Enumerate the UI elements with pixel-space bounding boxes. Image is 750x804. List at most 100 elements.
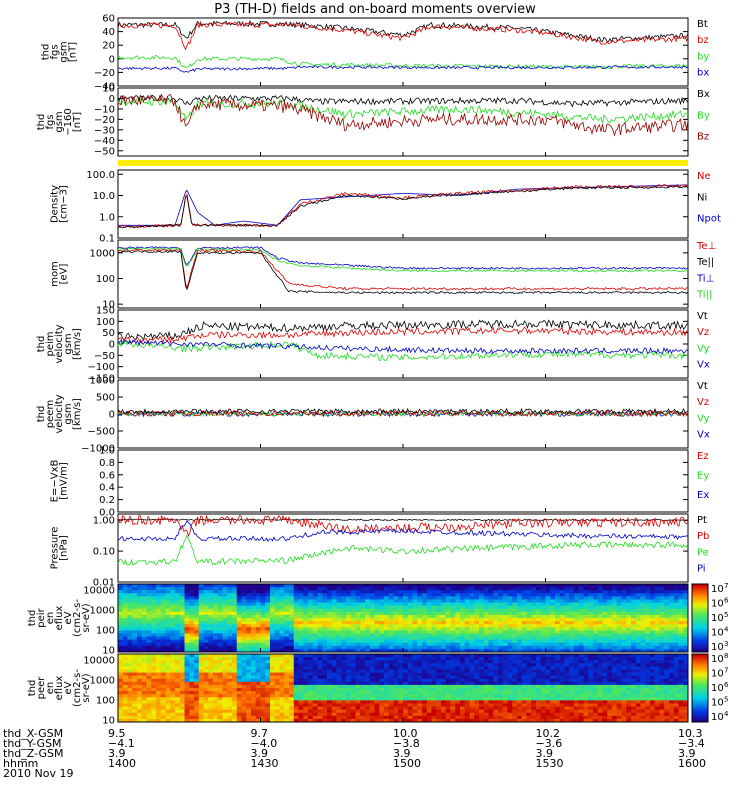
spectrogram-cell: [460, 657, 465, 660]
spectrogram-cell: [318, 643, 323, 646]
spectrogram-cell: [417, 627, 422, 630]
spectrogram-cell: [161, 666, 166, 669]
spectrogram-cell: [527, 624, 532, 627]
spectrogram-cell: [261, 621, 266, 624]
spectrogram-cell: [346, 669, 351, 672]
spectrogram-cell: [151, 627, 156, 630]
spectrogram-cell: [403, 640, 408, 643]
spectrogram-cell: [403, 584, 408, 587]
spectrogram-cell: [137, 643, 142, 646]
spectrogram-cell: [569, 640, 574, 643]
spectrogram-cell: [346, 640, 351, 643]
spectrogram-cell: [284, 624, 289, 627]
spectrogram-cell: [351, 615, 356, 618]
spectrogram-cell: [142, 703, 147, 706]
spectrogram-cell: [346, 627, 351, 630]
spectrogram-cell: [479, 707, 484, 710]
spectrogram-cell: [185, 685, 190, 688]
spectrogram-cell: [441, 682, 446, 685]
spectrogram-cell: [574, 587, 579, 590]
spectrogram-cell: [394, 603, 399, 606]
spectrogram-cell: [403, 646, 408, 649]
spectrogram-cell: [674, 633, 679, 636]
spectrogram-cell: [645, 584, 650, 587]
spectrogram-cell: [655, 612, 660, 615]
spectrogram-cell: [213, 627, 218, 630]
spectrogram-cell: [356, 596, 361, 599]
spectrogram-cell: [403, 593, 408, 596]
spectrogram-cell: [474, 685, 479, 688]
spectrogram-cell: [299, 612, 304, 615]
spectrogram-cell: [474, 621, 479, 624]
spectrogram-cell: [308, 694, 313, 697]
spectrogram-cell: [189, 713, 194, 716]
spectrogram-cell: [147, 615, 152, 618]
spectrogram-cell: [270, 603, 275, 606]
spectrogram-cell: [118, 590, 123, 593]
spectrogram-cell: [612, 587, 617, 590]
spectrogram-cell: [489, 643, 494, 646]
spectrogram-cell: [465, 657, 470, 660]
spectrogram-cell: [479, 630, 484, 633]
spectrogram-cell: [199, 627, 204, 630]
spectrogram-cell: [612, 603, 617, 606]
spectrogram-cell: [598, 584, 603, 587]
spectrogram-cell: [489, 640, 494, 643]
spectrogram-cell: [213, 660, 218, 663]
spectrogram-cell: [189, 603, 194, 606]
spectrogram-cell: [555, 669, 560, 672]
spectrogram-cell: [508, 637, 513, 640]
spectrogram-cell: [161, 618, 166, 621]
spectrogram-cell: [322, 627, 327, 630]
spectrogram-cell: [223, 584, 228, 587]
spectrogram-cell: [636, 612, 641, 615]
spectrogram-cell: [132, 584, 137, 587]
spectrogram-cell: [218, 627, 223, 630]
spectrogram-cell: [536, 688, 541, 691]
spectrogram-cell: [332, 654, 337, 657]
spectrogram-cell: [536, 669, 541, 672]
spectrogram-cell: [379, 624, 384, 627]
spectrogram-cell: [413, 593, 418, 596]
spectrogram-cell: [441, 633, 446, 636]
spectrogram-cell: [256, 627, 261, 630]
spectrogram-cell: [137, 685, 142, 688]
spectrogram-cell: [261, 618, 266, 621]
spectrogram-cell: [451, 716, 456, 719]
spectrogram-cell: [417, 700, 422, 703]
spectrogram-cell: [384, 697, 389, 700]
spectrogram-cell: [365, 646, 370, 649]
spectrogram-cell: [166, 666, 171, 669]
spectrogram-cell: [204, 633, 209, 636]
spectrogram-cell: [398, 606, 403, 609]
spectrogram-cell: [432, 691, 437, 694]
spectrogram-cell: [356, 713, 361, 716]
spectrogram-cell: [318, 603, 323, 606]
spectrogram-cell: [384, 666, 389, 669]
spectrogram-cell: [617, 627, 622, 630]
spectrogram-cell: [284, 590, 289, 593]
spectrogram-cell: [470, 596, 475, 599]
spectrogram-cell: [175, 646, 180, 649]
spectrogram-cell: [246, 679, 251, 682]
spectrogram-cell: [498, 663, 503, 666]
y-tick-label: 0.2: [99, 495, 115, 506]
spectrogram-cell: [194, 584, 199, 587]
spectrogram-cell: [356, 676, 361, 679]
spectrogram-cell: [379, 612, 384, 615]
spectrogram-cell: [313, 630, 318, 633]
spectrogram-cell: [180, 606, 185, 609]
spectrogram-cell: [441, 612, 446, 615]
spectrogram-cell: [218, 587, 223, 590]
spectrogram-cell: [365, 716, 370, 719]
spectrogram-cell: [403, 700, 408, 703]
spectrogram-cell: [465, 596, 470, 599]
spectrogram-cell: [180, 682, 185, 685]
spectrogram-cell: [603, 630, 608, 633]
spectrogram-cell: [474, 679, 479, 682]
spectrogram-cell: [327, 694, 332, 697]
spectrogram-cell: [242, 590, 247, 593]
spectrogram-cell: [270, 676, 275, 679]
spectrogram-cell: [541, 643, 546, 646]
spectrogram-cell: [147, 612, 152, 615]
